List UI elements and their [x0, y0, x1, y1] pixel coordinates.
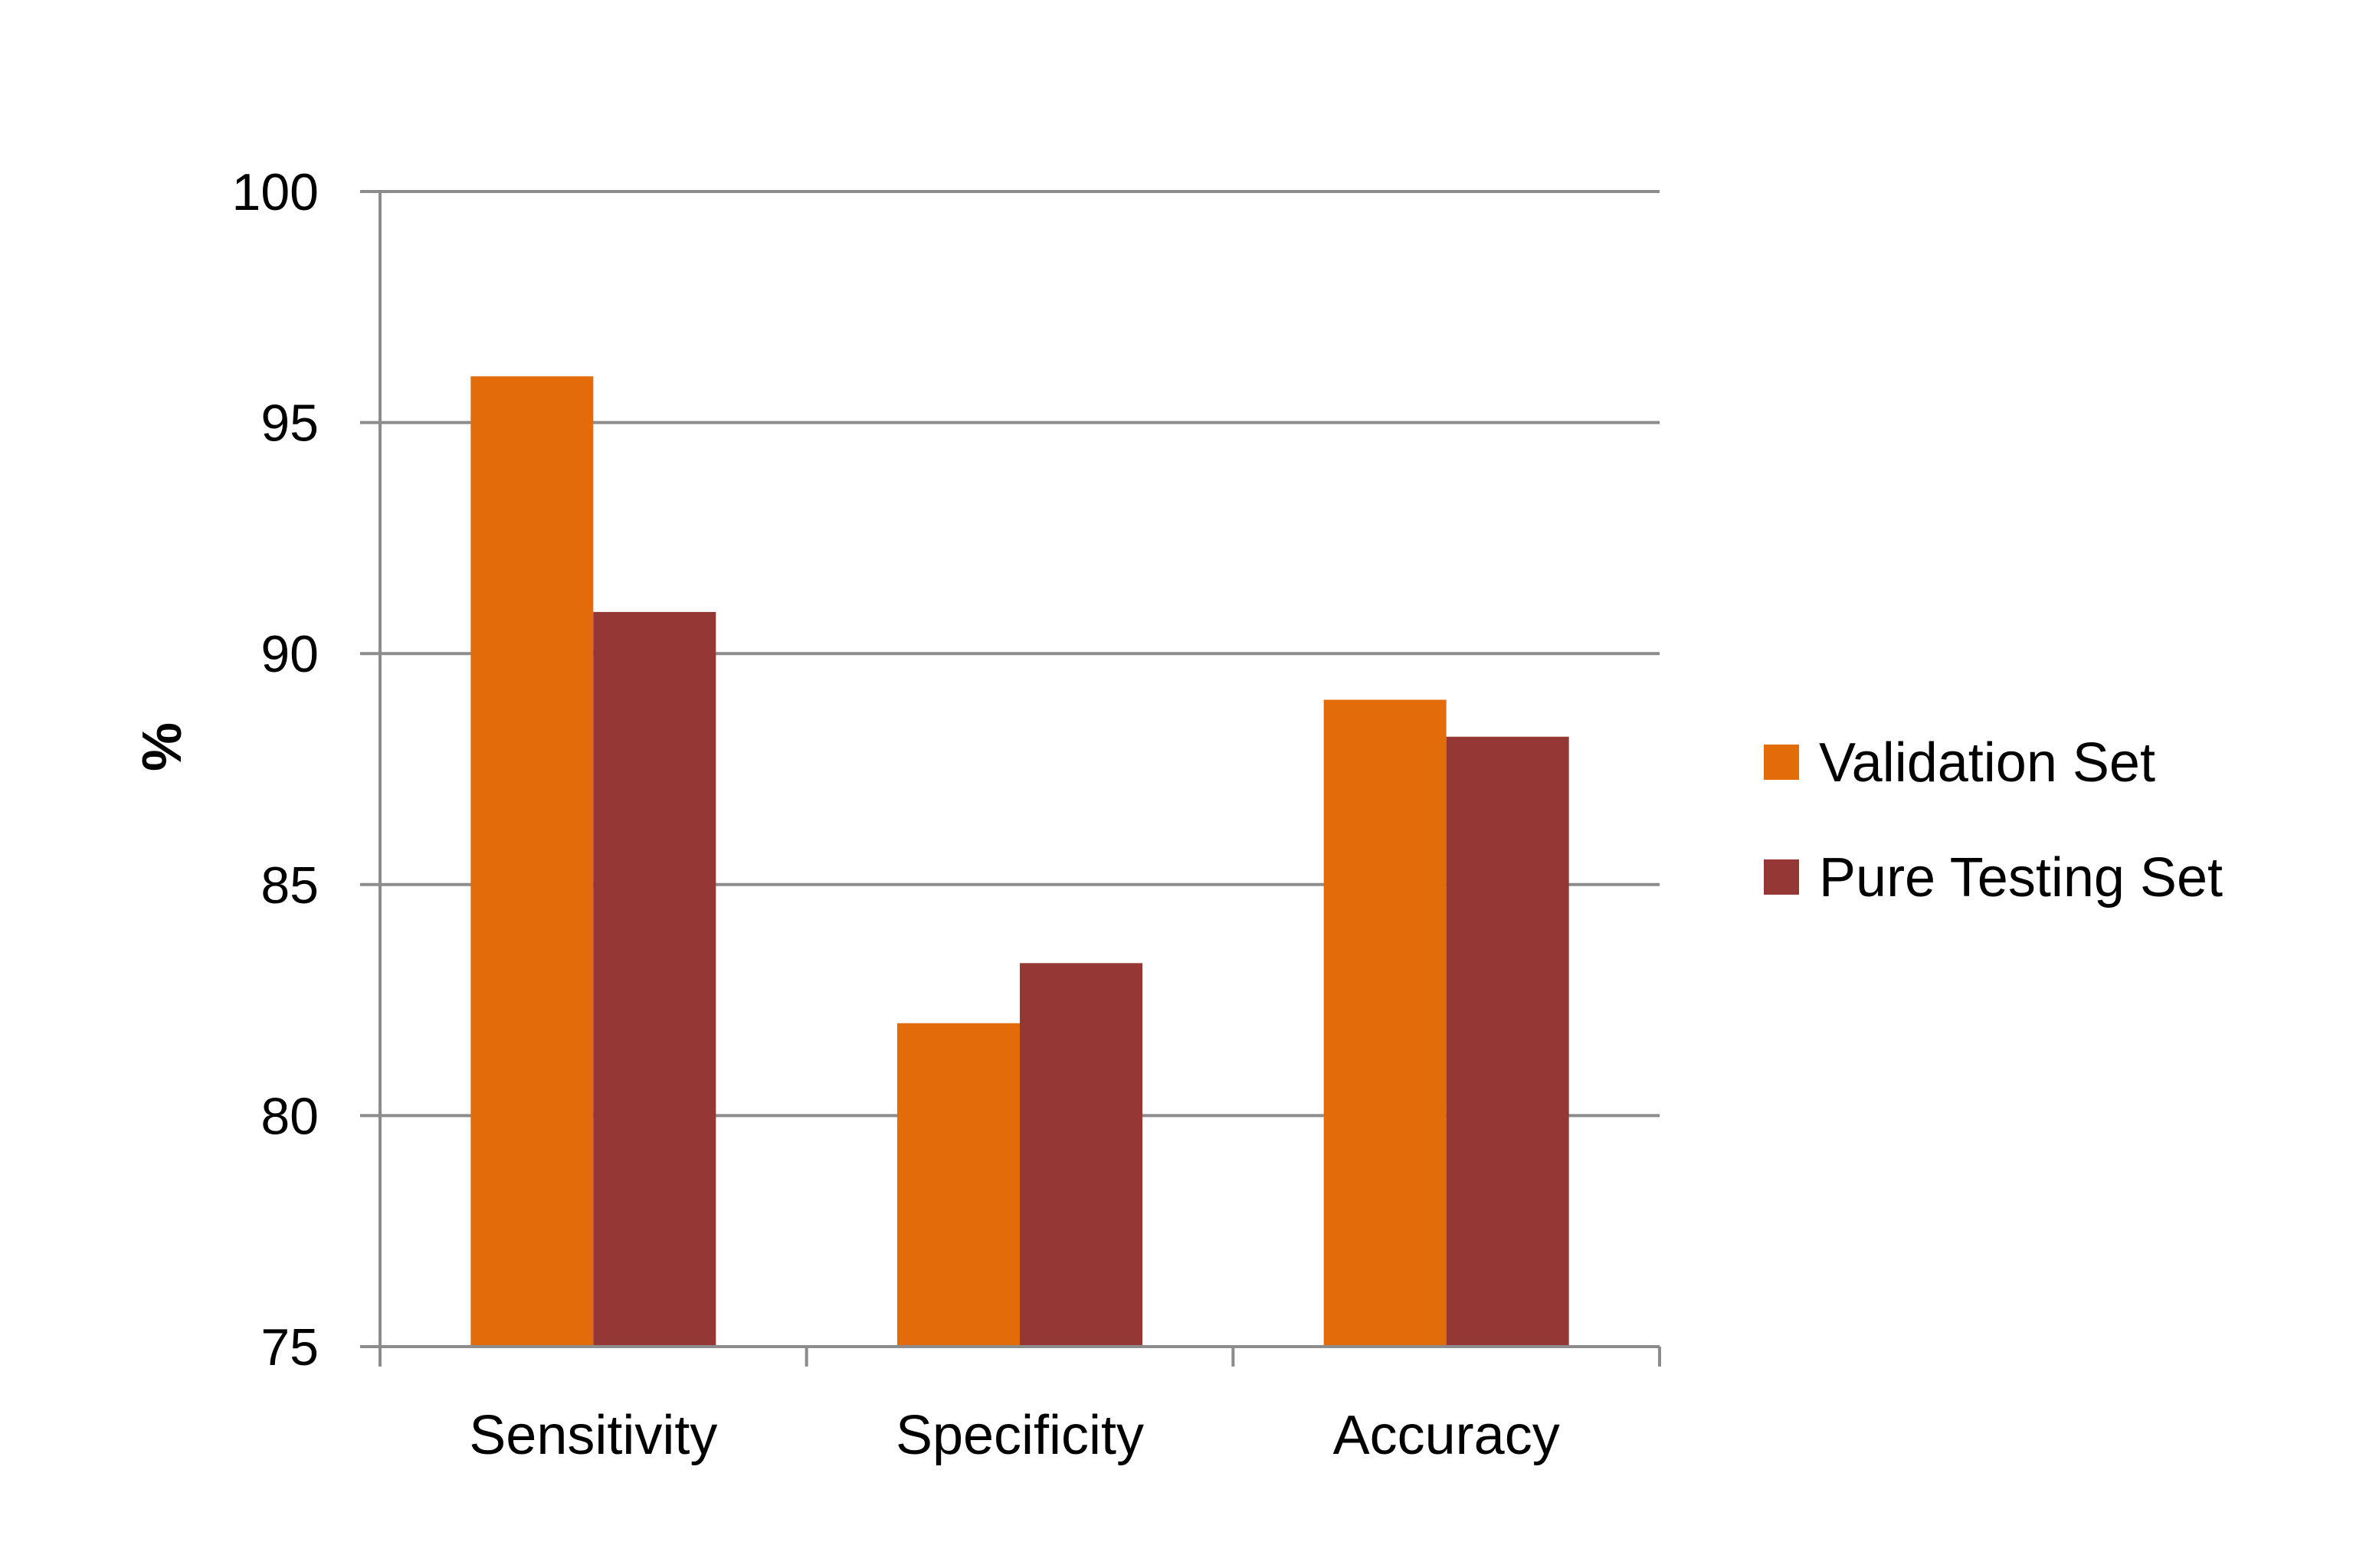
x-tick-label-specificity: Specificity — [896, 1405, 1144, 1466]
axes — [379, 191, 1660, 1348]
y-tick-label-90: 90 — [261, 625, 319, 683]
x-axis-ticks: Sensitivity Specificity Accuracy — [379, 1347, 1661, 1466]
y-axis-ticks: 75 80 85 90 95 100 — [232, 163, 380, 1377]
legend: Validation Set Pure Testing Set — [1764, 732, 2223, 908]
y-tick-label-80: 80 — [261, 1087, 319, 1145]
bar-sensitivity-validation-set — [470, 376, 594, 1347]
y-tick-label-100: 100 — [232, 163, 319, 221]
bars — [470, 376, 1569, 1347]
legend-label-validation-set: Validation Set — [1819, 732, 2155, 794]
bar-accuracy-pure-testing-set — [1446, 736, 1569, 1347]
x-tick-label-accuracy: Accuracy — [1333, 1405, 1560, 1466]
y-axis-title: % — [132, 722, 193, 771]
legend-swatch-validation-set — [1764, 745, 1799, 780]
y-tick-label-85: 85 — [261, 856, 319, 915]
y-tick-label-95: 95 — [261, 394, 319, 453]
legend-swatch-pure-testing-set — [1764, 859, 1799, 895]
bar-specificity-pure-testing-set — [1020, 963, 1142, 1347]
bar-sensitivity-pure-testing-set — [593, 611, 716, 1347]
x-tick-label-sensitivity: Sensitivity — [469, 1405, 717, 1466]
y-tick-label-75: 75 — [261, 1318, 319, 1377]
legend-label-pure-testing-set: Pure Testing Set — [1819, 847, 2223, 908]
bar-specificity-validation-set — [897, 1023, 1020, 1347]
bar-accuracy-validation-set — [1323, 699, 1447, 1347]
